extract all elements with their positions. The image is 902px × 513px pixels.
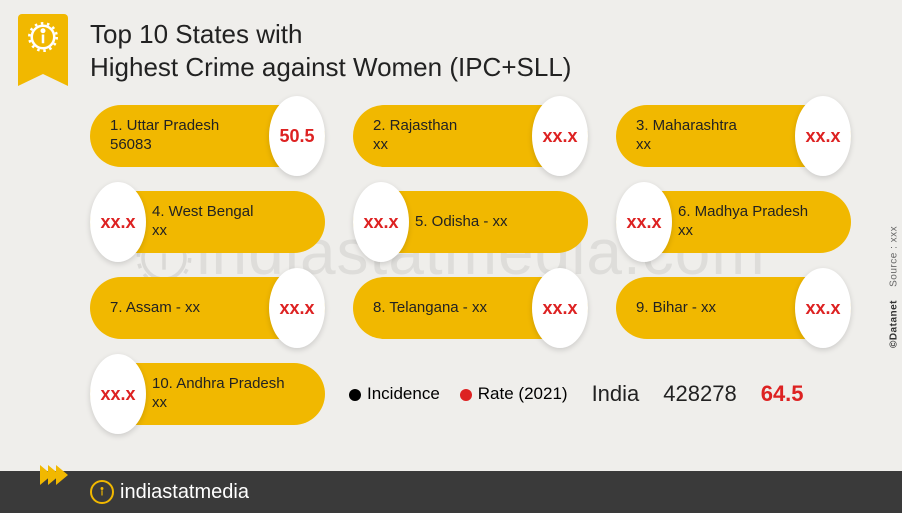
state-card: 3. Maharashtraxx xx.x: [616, 105, 851, 167]
cards-grid: 1. Uttar Pradesh5608350.52. Rajasthanxxx…: [0, 93, 902, 425]
state-name: 1. Uttar Pradesh: [110, 117, 219, 136]
state-name: 2. Rajasthan: [373, 117, 457, 136]
card-text: 5. Odisha - xx: [409, 213, 528, 232]
chevron-decoration: [40, 465, 64, 490]
state-name: 6. Madhya Pradesh: [678, 203, 808, 222]
state-name: 7. Assam -: [110, 299, 185, 316]
card-text: 6. Madhya Pradeshxx: [672, 203, 828, 241]
rate-bubble: xx.x: [795, 268, 851, 348]
rate-bubble: xx.x: [795, 96, 851, 176]
card-text: 4. West Bengalxx: [146, 203, 273, 241]
rate-bubble: xx.x: [616, 182, 672, 262]
rate-bubble: xx.x: [269, 268, 325, 348]
state-name: 5. Odisha -: [415, 213, 493, 230]
incidence-value: xx: [152, 394, 285, 413]
state-card: 7. Assam - xx xx.x: [90, 277, 325, 339]
rate-value: xx.x: [279, 298, 314, 319]
state-name: 10. Andhra Pradesh: [152, 375, 285, 394]
incidence-value: xx: [701, 299, 716, 316]
rate-value: xx.x: [100, 384, 135, 405]
legend: Incidence Rate (2021): [349, 384, 568, 404]
card-text: 8. Telangana - xx: [353, 299, 487, 318]
state-card: 9. Bihar - xx xx.x: [616, 277, 851, 339]
incidence-value: xx: [493, 213, 508, 230]
card-text: 2. Rajasthanxx: [353, 117, 457, 155]
rate-value: xx.x: [542, 126, 577, 147]
title-line-2: Highest Crime against Women (IPC+SLL): [90, 52, 571, 82]
rate-bubble: xx.x: [532, 96, 588, 176]
incidence-value: 56083: [110, 136, 219, 155]
incidence-value: xx: [472, 299, 487, 316]
info-ribbon-icon: [18, 14, 68, 74]
state-card: xx.x 4. West Bengalxx: [90, 191, 325, 253]
card-text: 1. Uttar Pradesh56083: [90, 117, 219, 155]
rate-value: xx.x: [805, 126, 840, 147]
incidence-value: xx: [678, 222, 808, 241]
rate-bubble: xx.x: [353, 182, 409, 262]
rate-bubble: xx.x: [90, 354, 146, 434]
rate-value: xx.x: [100, 212, 135, 233]
card-text: 9. Bihar - xx: [616, 299, 716, 318]
title-line-1: Top 10 States with: [90, 19, 302, 49]
rate-bubble: 50.5: [269, 96, 325, 176]
india-rate: 64.5: [761, 381, 804, 407]
incidence-value: xx: [185, 299, 200, 316]
legend-incidence: Incidence: [349, 384, 440, 404]
side-credits: ©Datanet Source : xxx: [889, 225, 900, 347]
state-card: 8. Telangana - xx xx.x: [353, 277, 588, 339]
footer-brand: indiastatmedia: [90, 480, 249, 504]
incidence-value: xx: [636, 136, 737, 155]
state-name: 9. Bihar -: [636, 299, 701, 316]
rate-bubble: xx.x: [90, 182, 146, 262]
rate-value: xx.x: [363, 212, 398, 233]
state-name: 8. Telangana -: [373, 299, 472, 316]
footer-bar: indiastatmedia: [0, 471, 902, 513]
card-text: 3. Maharashtraxx: [616, 117, 737, 155]
page-title: Top 10 States with Highest Crime against…: [90, 18, 882, 83]
state-card: xx.x 6. Madhya Pradeshxx: [616, 191, 851, 253]
state-card: 1. Uttar Pradesh56083 50.5: [90, 105, 325, 167]
state-card: 2. Rajasthanxx xx.x: [353, 105, 588, 167]
state-card: xx.x 5. Odisha - xx: [353, 191, 588, 253]
state-card: xx.x 10. Andhra Pradeshxx: [90, 363, 325, 425]
rate-value: xx.x: [626, 212, 661, 233]
rate-value: 50.5: [279, 126, 314, 147]
rate-value: xx.x: [805, 298, 840, 319]
state-name: 4. West Bengal: [152, 203, 253, 222]
india-label: India: [592, 381, 640, 407]
rate-value: xx.x: [542, 298, 577, 319]
incidence-value: xx: [373, 136, 457, 155]
state-name: 3. Maharashtra: [636, 117, 737, 136]
card-text: 10. Andhra Pradeshxx: [146, 375, 305, 413]
rate-bubble: xx.x: [532, 268, 588, 348]
footer-brand-text: indiastatmedia: [120, 481, 249, 504]
info-icon: [90, 480, 114, 504]
india-incidence: 428278: [663, 381, 736, 407]
card-text: 7. Assam - xx: [90, 299, 200, 318]
incidence-value: xx: [152, 222, 253, 241]
legend-rate: Rate (2021): [460, 384, 568, 404]
